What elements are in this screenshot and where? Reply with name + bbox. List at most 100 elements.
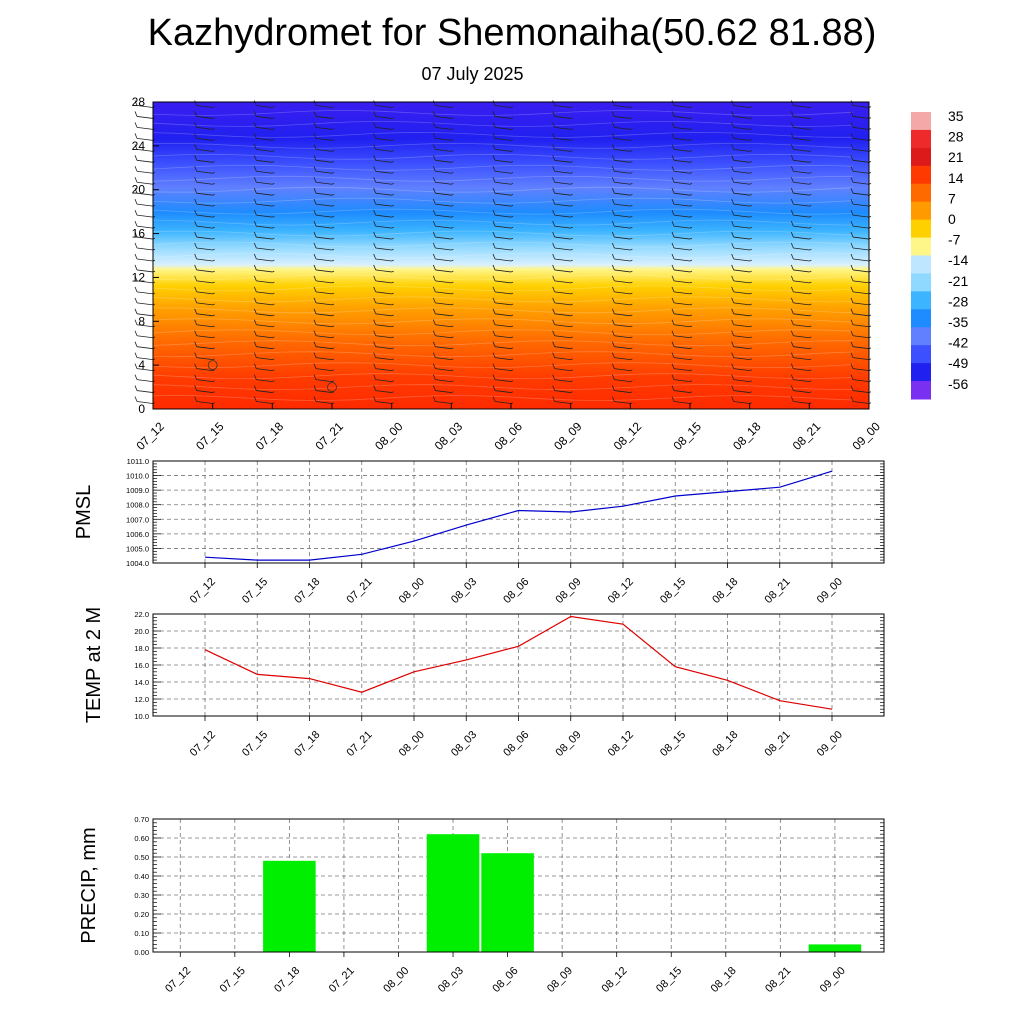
wind-barb	[272, 347, 275, 350]
wind-barb-flag	[790, 199, 794, 205]
wind-barb-shaft	[733, 324, 750, 328]
wind-barb-flag	[134, 100, 138, 106]
wind-barb	[272, 369, 275, 371]
wind-barb	[630, 117, 633, 119]
wind-barb-shaft	[435, 236, 452, 240]
wind-barb-shaft	[315, 335, 333, 339]
wind-barb-shaft	[733, 258, 750, 262]
wind-barb-shaft	[733, 203, 750, 207]
wind-barb-shaft	[673, 258, 691, 262]
wind-barb-shaft	[435, 181, 452, 185]
wind-barb-flag	[313, 177, 317, 183]
wind-barb-flag	[552, 297, 556, 303]
wind-barb	[749, 314, 752, 317]
wind-barb	[749, 172, 752, 174]
wind-barb-flag	[671, 177, 675, 183]
wind-barb	[809, 106, 812, 108]
wind-barb-shaft	[256, 368, 273, 372]
wind-barb-shaft	[375, 258, 392, 262]
wind-barb-flag	[671, 133, 675, 139]
wind-barb-flag	[731, 275, 735, 282]
wind-barb	[630, 358, 633, 361]
wind-barb	[331, 161, 335, 163]
wind-barb	[451, 139, 454, 141]
wind-barb-flag	[194, 363, 198, 369]
wind-barb-shaft	[315, 368, 333, 372]
y-tick-label: 1006.0	[126, 530, 149, 539]
wind-barb	[331, 380, 335, 382]
y-tick-label: 4	[138, 358, 145, 372]
colorbar-swatch	[911, 255, 931, 274]
wind-barb-shaft	[673, 280, 691, 284]
wind-barb-shaft	[315, 324, 333, 328]
precip-bar	[263, 860, 316, 952]
wind-barb-shaft	[136, 313, 154, 317]
wind-barb-flag	[671, 253, 675, 260]
wind-barb-shaft	[673, 313, 691, 317]
wind-barb-shaft	[614, 258, 631, 262]
wind-barb	[630, 391, 633, 393]
wind-barb-flag	[790, 155, 794, 161]
wind-barb-flag	[790, 319, 794, 325]
wind-barb	[272, 139, 275, 141]
wind-barb-flag	[790, 286, 794, 293]
wind-barb	[749, 204, 752, 207]
wind-barb	[391, 292, 394, 295]
calm-wind-marker	[327, 382, 337, 392]
wind-barb-shaft	[136, 247, 154, 251]
wind-barb-flag	[552, 100, 556, 106]
wind-barb	[391, 172, 394, 174]
wind-barb-flag	[850, 253, 854, 260]
wind-barb	[510, 292, 514, 295]
wind-barb	[689, 194, 693, 196]
wind-barb-shaft	[793, 225, 810, 229]
wind-barb	[391, 139, 394, 141]
wind-barb-flag	[552, 253, 556, 260]
wind-barb-flag	[432, 111, 436, 117]
wind-barb-shaft	[614, 225, 631, 229]
wind-barb-shaft	[375, 116, 392, 119]
wind-barb-shaft	[494, 390, 512, 393]
wind-barb-shaft	[733, 236, 750, 240]
wind-barb-flag	[731, 341, 735, 347]
wind-barb-shaft	[614, 203, 631, 207]
wind-barb-shaft	[614, 127, 631, 130]
wind-barb-flag	[253, 231, 257, 238]
wind-barb-shaft	[435, 302, 452, 306]
wind-barb-flag	[432, 319, 436, 325]
wind-barb-shaft	[852, 247, 870, 251]
temp2m-panel: 10.0 12.0 14.0 16.0 18.0 20.0 22.0 07_12 07_15 07…	[83, 607, 885, 759]
x-tick-label: 08_06	[501, 729, 531, 759]
wind-barb-flag	[552, 242, 556, 249]
wind-barb-shaft	[554, 203, 571, 207]
wind-barb	[272, 237, 275, 240]
wind-barb-shaft	[733, 214, 750, 218]
wind-barb-shaft	[196, 357, 213, 361]
wind-barb	[212, 325, 215, 328]
wind-barb	[570, 380, 573, 382]
wind-barb	[272, 117, 275, 119]
wind-barb	[689, 380, 693, 382]
wind-barb-shaft	[554, 105, 571, 108]
wind-barb	[570, 303, 573, 306]
wind-barb	[451, 281, 454, 284]
x-tick-label: 07_15	[240, 576, 270, 606]
wind-barb-flag	[134, 122, 138, 128]
wind-barb-flag	[134, 144, 138, 150]
wind-barb-flag	[731, 242, 735, 249]
wind-barb-shaft	[375, 236, 392, 240]
x-tick-label: 08_00	[397, 576, 427, 606]
wind-barb-shaft	[375, 127, 392, 130]
wind-barb-flag	[790, 297, 794, 303]
wind-barb-shaft	[733, 192, 750, 196]
wind-barb-shaft	[196, 291, 213, 295]
y-tick-label: 0.60	[134, 834, 149, 843]
colorbar-swatch	[911, 219, 931, 239]
wind-barb-flag	[373, 100, 377, 106]
wind-barb-shaft	[136, 181, 154, 185]
wind-barb	[570, 292, 573, 295]
wind-barb-shaft	[673, 269, 691, 273]
wind-barb-flag	[373, 286, 377, 293]
x-tick-label: 08_06	[490, 965, 520, 995]
wind-barb	[749, 150, 752, 152]
